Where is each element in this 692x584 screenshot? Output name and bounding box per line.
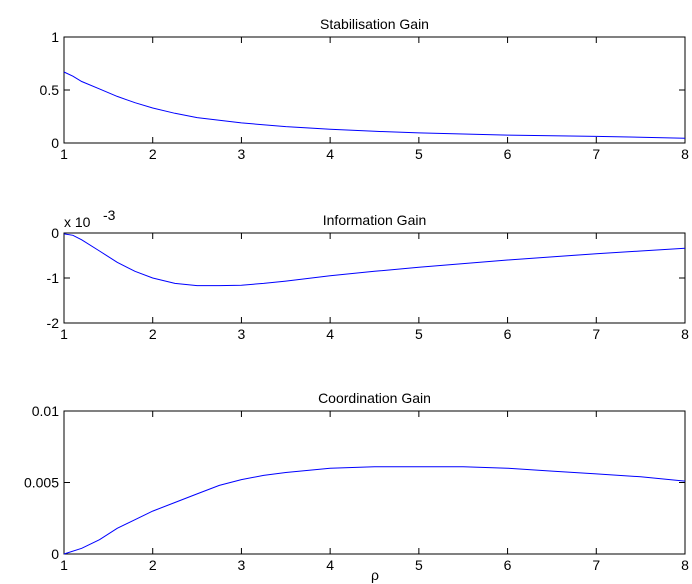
y-tick-label: -1 [47, 270, 60, 286]
chart-title: Coordination Gain [318, 390, 431, 406]
x-tick-label: 8 [681, 146, 689, 162]
coordination-gain-panel: 1 2 3 4 5 6 7 8 0 0.005 0.01 Coordination Gain [24, 390, 689, 573]
x-tick-label: 8 [681, 326, 689, 342]
y-tick-label: 0 [51, 546, 59, 562]
plot-frame [63, 36, 686, 144]
x-tick-label: 5 [415, 326, 423, 342]
y-exponent-label: x 10 [64, 214, 91, 230]
x-tick-label: 4 [326, 146, 334, 162]
x-tick-label: 7 [592, 557, 600, 573]
x-tick-label: 1 [60, 557, 68, 573]
y-tick-label: 0.01 [32, 403, 59, 419]
x-tick-label: 5 [415, 557, 423, 573]
x-tick-label: 4 [326, 326, 334, 342]
x-tick-label: 4 [326, 557, 334, 573]
x-tick-label: 6 [504, 146, 512, 162]
information-gain-series-line [63, 233, 686, 287]
x-tick-label: 6 [504, 557, 512, 573]
x-tick-label: 1 [60, 146, 68, 162]
y-tick-label: 0 [51, 135, 59, 151]
x-tick-label: 3 [238, 146, 246, 162]
y-tick-label: 1 [51, 29, 59, 45]
x-tick-label: 7 [592, 146, 600, 162]
x-tick-label: 7 [592, 326, 600, 342]
stabilisation-gain-panel: 1 2 3 4 5 6 7 8 0 0.5 1 Stabilisation Gain [40, 16, 690, 162]
x-tick-label: 3 [238, 326, 246, 342]
x-tick-label: 2 [149, 326, 157, 342]
x-tick-label: 2 [149, 557, 157, 573]
x-tick-label: 8 [681, 557, 689, 573]
chart-title: Stabilisation Gain [320, 16, 429, 32]
y-tick-label: 0.5 [40, 82, 60, 98]
x-tick-label: 1 [60, 326, 68, 342]
y-exponent-power: -3 [103, 207, 116, 223]
chart-title: Information Gain [323, 212, 427, 228]
y-tick-label: 0.005 [24, 475, 59, 491]
x-axis-label: ρ [371, 567, 379, 583]
information-gain-panel: 1 2 3 4 5 6 7 8 -2 -1 0 Information Gain x 10 -3 [47, 207, 690, 342]
stabilisation-gain-series-line [63, 71, 686, 139]
y-tick-label: -2 [47, 315, 60, 331]
plot-frame [63, 232, 686, 324]
y-tick-label: 0 [51, 225, 59, 241]
x-tick-label: 2 [149, 146, 157, 162]
coordination-gain-series-line [63, 466, 686, 555]
x-tick-label: 3 [238, 557, 246, 573]
x-tick-label: 6 [504, 326, 512, 342]
plot-frame [63, 410, 686, 555]
x-tick-label: 5 [415, 146, 423, 162]
